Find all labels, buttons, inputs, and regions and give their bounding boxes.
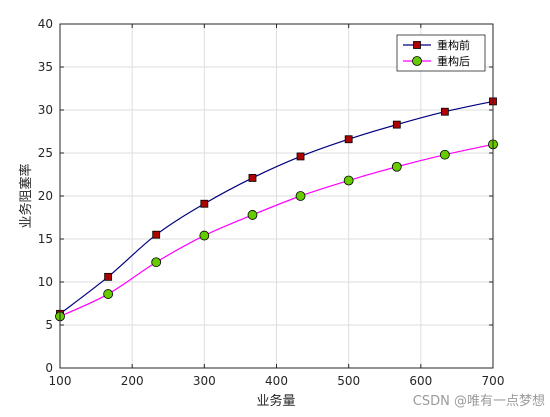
series-markers — [55, 97, 498, 322]
series-2-point — [295, 191, 306, 201]
x-tick-label: 200 — [121, 374, 144, 388]
y-tick-label: 15 — [38, 232, 53, 246]
x-tick-label: 700 — [482, 374, 505, 388]
grid — [60, 24, 493, 368]
series-1-point — [200, 199, 209, 208]
series-1-point — [440, 107, 449, 116]
series-2-point — [391, 161, 402, 172]
y-tick-label: 20 — [38, 189, 53, 203]
y-tick-label: 30 — [38, 103, 53, 117]
y-tick-label: 40 — [38, 17, 53, 31]
x-axis-ticks: 100 200 300 400 500 600 700 — [49, 24, 505, 388]
y-tick-label: 35 — [38, 60, 53, 74]
series-2-point — [439, 149, 450, 160]
legend-label-1: 重构前 — [437, 38, 470, 52]
legend-box — [396, 34, 486, 72]
y-tick-label: 5 — [45, 318, 53, 332]
series-lines — [59, 100, 494, 317]
x-tick-label: 600 — [409, 374, 432, 388]
legend-marker-1 — [413, 41, 421, 49]
y-tick-label: 0 — [45, 361, 53, 375]
x-tick-label: 500 — [337, 374, 360, 388]
x-tick-label: 300 — [193, 374, 216, 388]
series-1-point — [296, 152, 305, 161]
legend-label-2: 重构后 — [437, 54, 470, 68]
series-1-point — [248, 174, 257, 182]
series-1-point — [344, 135, 353, 144]
series-1-point — [104, 272, 113, 281]
y-tick-label: 25 — [38, 146, 53, 160]
series-2-point — [247, 210, 258, 220]
series-2-point — [103, 289, 114, 299]
y-tick-label: 10 — [38, 275, 53, 289]
x-tick-label: 100 — [49, 374, 72, 388]
series-2-point — [343, 175, 354, 186]
watermark-text: CSDN @唯有一点梦想 — [413, 393, 545, 409]
legend-marker-2 — [412, 56, 422, 66]
series-1-point — [392, 120, 401, 129]
y-axis-label: 业务阻塞率 — [18, 163, 34, 228]
series-line-1 — [59, 100, 494, 315]
y-axis-ticks: 0 5 10 15 20 25 30 35 40 — [38, 17, 493, 375]
x-tick-label: 400 — [265, 374, 288, 388]
series-2-point — [151, 257, 162, 268]
series-2-point — [199, 230, 210, 241]
series-1-point — [152, 230, 161, 239]
x-axis-label: 业务量 — [256, 393, 295, 409]
series-line-2 — [59, 143, 494, 317]
